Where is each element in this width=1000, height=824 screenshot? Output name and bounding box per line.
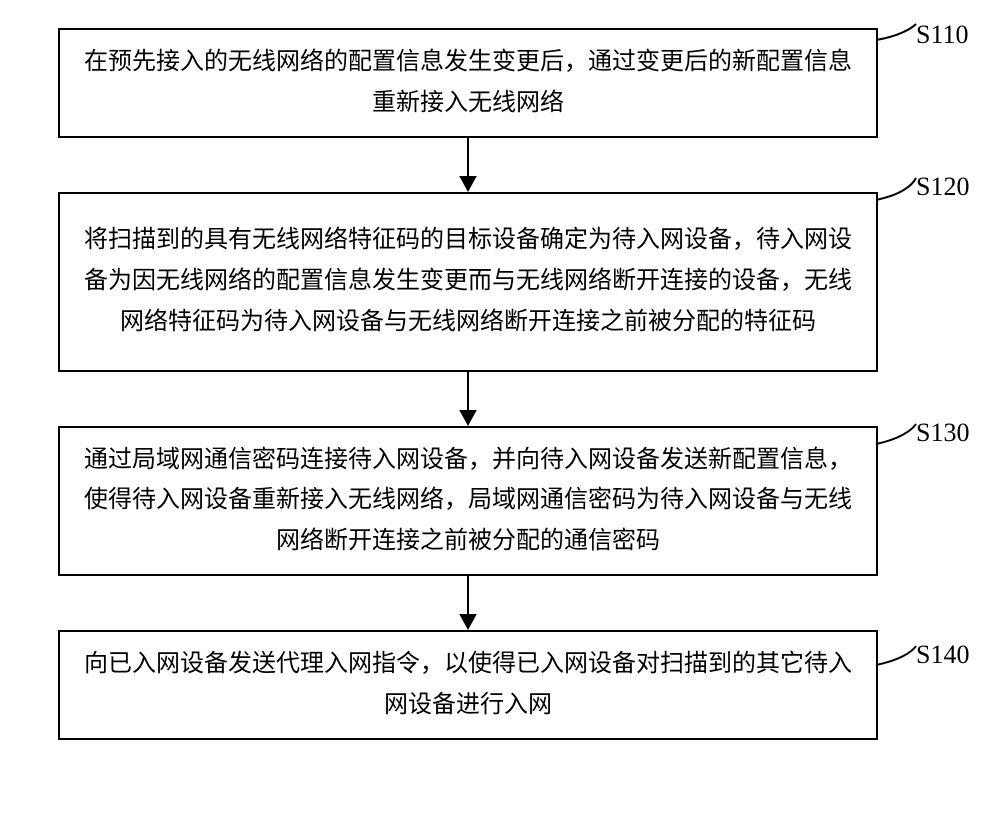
flow-arrow xyxy=(58,576,878,630)
step-label-S120: S120 xyxy=(916,172,969,202)
flow-step-text: 向已入网设备发送代理入网指令，以使得已入网设备对扫描到的其它待入网设备进行入网 xyxy=(82,644,854,726)
flow-arrow xyxy=(58,372,878,426)
flow-step-text: 将扫描到的具有无线网络特征码的目标设备确定为待入网设备，待入网设备为因无线网络的… xyxy=(82,220,854,342)
flow-arrow xyxy=(58,138,878,192)
flow-step-text: 通过局域网通信密码连接待入网设备，并向待入网设备发送新配置信息，使得待入网设备重… xyxy=(82,440,854,562)
step-label-S130: S130 xyxy=(916,418,969,448)
flow-step-S140: 向已入网设备发送代理入网指令，以使得已入网设备对扫描到的其它待入网设备进行入网 xyxy=(58,630,878,740)
flow-step-text: 在预先接入的无线网络的配置信息发生变更后，通过变更后的新配置信息重新接入无线网络 xyxy=(82,42,854,124)
step-label-S140: S140 xyxy=(916,640,969,670)
step-label-S110: S110 xyxy=(916,20,969,50)
flowchart-container: 在预先接入的无线网络的配置信息发生变更后，通过变更后的新配置信息重新接入无线网络… xyxy=(58,28,878,740)
flow-step-S120: 将扫描到的具有无线网络特征码的目标设备确定为待入网设备，待入网设备为因无线网络的… xyxy=(58,192,878,372)
flow-step-S110: 在预先接入的无线网络的配置信息发生变更后，通过变更后的新配置信息重新接入无线网络 xyxy=(58,28,878,138)
flow-step-S130: 通过局域网通信密码连接待入网设备，并向待入网设备发送新配置信息，使得待入网设备重… xyxy=(58,426,878,576)
